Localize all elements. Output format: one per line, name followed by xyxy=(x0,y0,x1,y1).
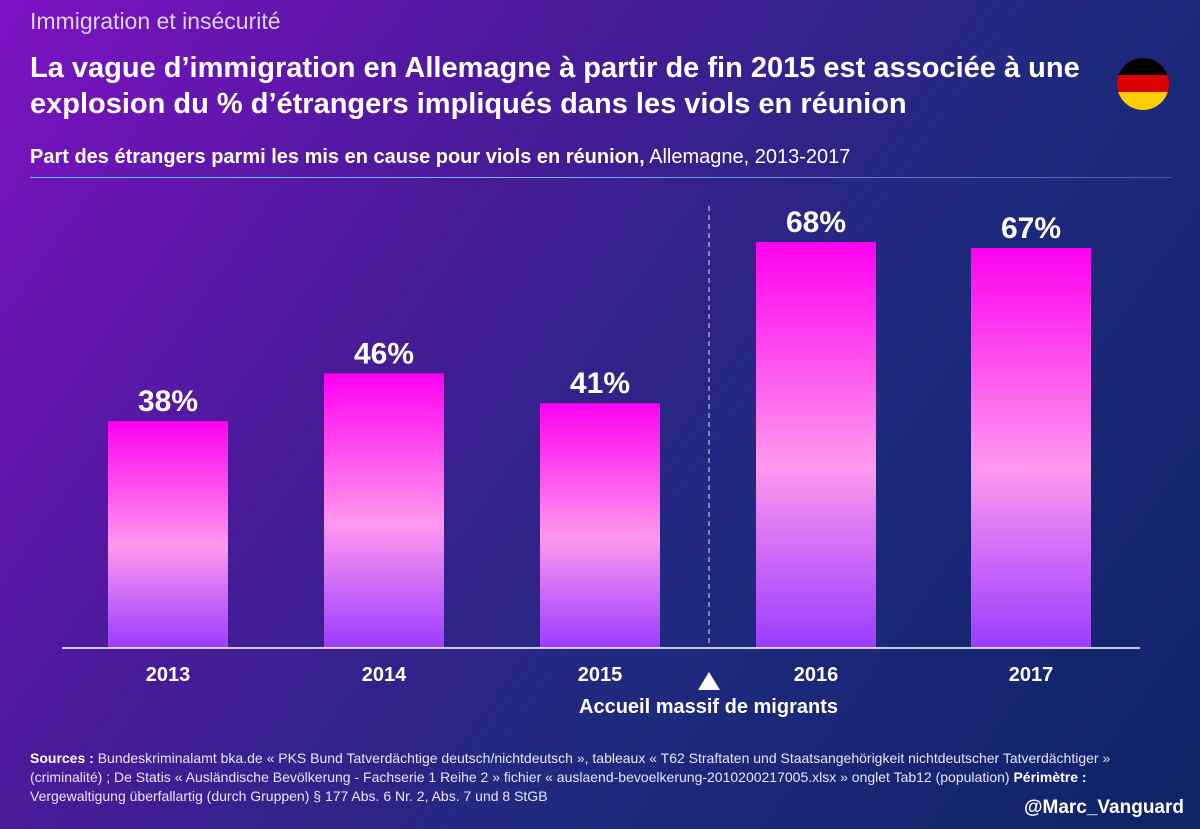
category-label-2013: 2013 xyxy=(146,664,191,686)
flag-stripe-red xyxy=(1117,75,1169,93)
flag-stripe-black xyxy=(1117,58,1169,76)
value-label-2017: 67% xyxy=(1001,212,1061,245)
author-handle: @Marc_Vanguard xyxy=(1023,797,1184,818)
bar-2014 xyxy=(324,373,444,648)
sources-text: Bundeskriminalamt bka.de « PKS Bund Tatv… xyxy=(30,750,1111,785)
category-label-2017: 2017 xyxy=(1009,664,1054,686)
value-label-2014: 46% xyxy=(354,337,414,370)
category-label: Immigration et insécurité xyxy=(30,8,281,34)
value-label-2013: 38% xyxy=(138,385,198,418)
perimetre-label: Périmètre : xyxy=(1013,769,1087,785)
bar-2017 xyxy=(971,247,1091,648)
category-label-2014: 2014 xyxy=(362,664,407,686)
page-title: La vague d’immigration en Allemagne à pa… xyxy=(30,52,1080,120)
sources-label: Sources : xyxy=(30,750,94,766)
bar-2013 xyxy=(108,421,228,648)
category-label-2015: 2015 xyxy=(578,664,623,686)
chart-subtitle: Part des étrangers parmi les mis en caus… xyxy=(30,146,850,169)
germany-flag-icon xyxy=(1117,58,1169,110)
bar-2016 xyxy=(756,242,876,648)
triangle-marker-icon xyxy=(698,672,720,690)
subtitle-rest: Allemagne, 2013-2017 xyxy=(644,146,851,168)
annotation-label: Accueil massif de migrants xyxy=(579,696,838,718)
flag-stripe-gold xyxy=(1117,92,1169,110)
bar-2015 xyxy=(540,403,660,648)
bar-chart: 38% 2013 46% 2014 41% 2015 68% 2016 67% 2017 xyxy=(108,206,1091,686)
category-label-2016: 2016 xyxy=(794,664,839,686)
subtitle-rule xyxy=(30,177,1172,178)
value-label-2016: 68% xyxy=(786,206,846,239)
value-label-2015: 41% xyxy=(570,367,630,400)
subtitle-bold: Part des étrangers parmi les mis en caus… xyxy=(30,146,645,168)
perimetre-text: Vergewaltigung überfallartig (durch Grup… xyxy=(30,788,548,804)
sources-note: Sources : Bundeskriminalamt bka.de « PKS… xyxy=(30,749,1150,806)
